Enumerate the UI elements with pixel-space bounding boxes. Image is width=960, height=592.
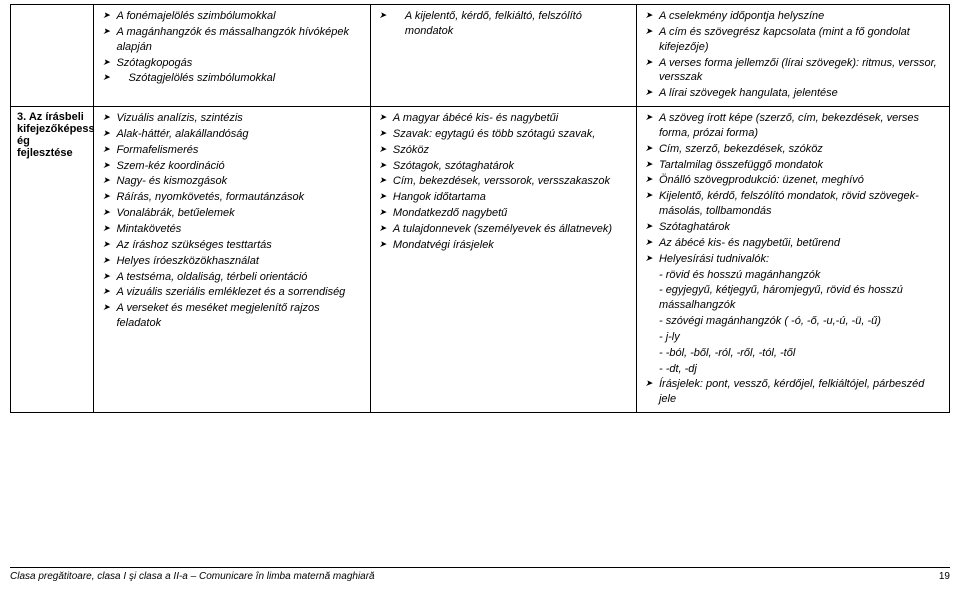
list: A szöveg írott képe (szerző, cím, bekezd… bbox=[643, 111, 943, 407]
page-number: 19 bbox=[939, 571, 950, 582]
list-item: A magánhangzók és mássalhangzók hívóképe… bbox=[100, 25, 363, 55]
list-item: Az ábécé kis- és nagybetűi, betűrend bbox=[643, 236, 943, 251]
list-item: Vonalábrák, betűelemek bbox=[100, 206, 363, 221]
row-label-cell bbox=[11, 5, 94, 107]
list-item: Helyesírási tudnivalók: bbox=[643, 252, 943, 267]
list-item: Írásjelek: pont, vessző, kérdőjel, felki… bbox=[643, 377, 943, 407]
list-item: A tulajdonnevek (személyevek és állatnev… bbox=[377, 222, 630, 237]
list-item: - -ból, -ből, -ról, -ről, -tól, -től bbox=[643, 346, 943, 361]
cell: Vizuális analízis, szintézisAlak-háttér,… bbox=[94, 107, 370, 413]
list-item: A verses forma jellemzői (lírai szövegek… bbox=[643, 56, 943, 86]
list-item: A testséma, oldaliság, térbeli orientáci… bbox=[100, 270, 363, 285]
list: A magyar ábécé kis- és nagybetűiSzavak: … bbox=[377, 111, 630, 253]
list-item: Cím, bekezdések, verssorok, versszakaszo… bbox=[377, 174, 630, 189]
list-item: Nagy- és kismozgások bbox=[100, 174, 363, 189]
list-item: Mondatvégi írásjelek bbox=[377, 238, 630, 253]
cell: A cselekmény időpontja helyszíneA cím és… bbox=[636, 5, 949, 107]
list-item: A kijelentő, kérdő, felkiáltó, felszólít… bbox=[377, 9, 630, 39]
list-item: Szótagjelölés szimbólumokkal bbox=[100, 71, 363, 86]
list-item: Szótagkopogás bbox=[100, 56, 363, 71]
list: A cselekmény időpontja helyszíneA cím és… bbox=[643, 9, 943, 101]
table-row: A fonémajelölés szimbólumokkalA magánhan… bbox=[11, 5, 950, 107]
list-item: A cselekmény időpontja helyszíne bbox=[643, 9, 943, 24]
list-item: Szavak: egytagú és több szótagú szavak, bbox=[377, 127, 630, 142]
list-item: A verseket és meséket megjelenítő rajzos… bbox=[100, 301, 363, 331]
list-item: A szöveg írott képe (szerző, cím, bekezd… bbox=[643, 111, 943, 141]
cell: A kijelentő, kérdő, felkiáltó, felszólít… bbox=[370, 5, 636, 107]
list-item: - szóvégi magánhangzók ( -ó, -ő, -u,-ú, … bbox=[643, 314, 943, 329]
list-item: Szótagok, szótaghatárok bbox=[377, 159, 630, 174]
list-item: Vizuális analízis, szintézis bbox=[100, 111, 363, 126]
list: A fonémajelölés szimbólumokkalA magánhan… bbox=[100, 9, 363, 86]
curriculum-table-wrap: A fonémajelölés szimbólumokkalA magánhan… bbox=[0, 0, 960, 413]
list-item: - egyjegyű, kétjegyű, háromjegyű, rövid … bbox=[643, 283, 943, 313]
list-item: A cím és szövegrész kapcsolata (mint a f… bbox=[643, 25, 943, 55]
list-item: Önálló szövegprodukció: üzenet, meghívó bbox=[643, 173, 943, 188]
list: A kijelentő, kérdő, felkiáltó, felszólít… bbox=[377, 9, 630, 39]
list-item: Szóköz bbox=[377, 143, 630, 158]
list-item: - rövid és hosszú magánhangzók bbox=[643, 268, 943, 283]
footer-text: Clasa pregătitoare, clasa I şi clasa a I… bbox=[10, 571, 375, 582]
page-footer: Clasa pregătitoare, clasa I şi clasa a I… bbox=[10, 567, 950, 582]
row-label: 3. Az írásbeli kifejezőképess ég fejlesz… bbox=[17, 111, 95, 159]
list-item: A fonémajelölés szimbólumokkal bbox=[100, 9, 363, 24]
list-item: Hangok időtartama bbox=[377, 190, 630, 205]
list-item: Alak-háttér, alakállandóság bbox=[100, 127, 363, 142]
table-row: 3. Az írásbeli kifejezőképess ég fejlesz… bbox=[11, 107, 950, 413]
list-item: Szótaghatárok bbox=[643, 220, 943, 235]
cell: A szöveg írott képe (szerző, cím, bekezd… bbox=[636, 107, 949, 413]
list-item: Mondatkezdő nagybetű bbox=[377, 206, 630, 221]
list-item: Helyes íróeszközökhasználat bbox=[100, 254, 363, 269]
list-item: - -dt, -dj bbox=[643, 362, 943, 377]
list-item: A vizuális szeriális emléklezet és a sor… bbox=[100, 285, 363, 300]
list-item: Kijelentő, kérdő, felszólító mondatok, r… bbox=[643, 189, 943, 219]
list-item: - j-ly bbox=[643, 330, 943, 345]
list-item: A magyar ábécé kis- és nagybetűi bbox=[377, 111, 630, 126]
list-item: Formafelismerés bbox=[100, 143, 363, 158]
row-label-cell: 3. Az írásbeli kifejezőképess ég fejlesz… bbox=[11, 107, 94, 413]
list-item: Mintakövetés bbox=[100, 222, 363, 237]
curriculum-table: A fonémajelölés szimbólumokkalA magánhan… bbox=[10, 4, 950, 413]
list-item: Tartalmilag összefüggő mondatok bbox=[643, 158, 943, 173]
cell: A fonémajelölés szimbólumokkalA magánhan… bbox=[94, 5, 370, 107]
list: Vizuális analízis, szintézisAlak-háttér,… bbox=[100, 111, 363, 331]
list-item: A lírai szövegek hangulata, jelentése bbox=[643, 86, 943, 101]
list-item: Cím, szerző, bekezdések, szóköz bbox=[643, 142, 943, 157]
list-item: Szem-kéz koordináció bbox=[100, 159, 363, 174]
list-item: Az íráshoz szükséges testtartás bbox=[100, 238, 363, 253]
cell: A magyar ábécé kis- és nagybetűiSzavak: … bbox=[370, 107, 636, 413]
list-item: Ráírás, nyomkövetés, formautánzások bbox=[100, 190, 363, 205]
